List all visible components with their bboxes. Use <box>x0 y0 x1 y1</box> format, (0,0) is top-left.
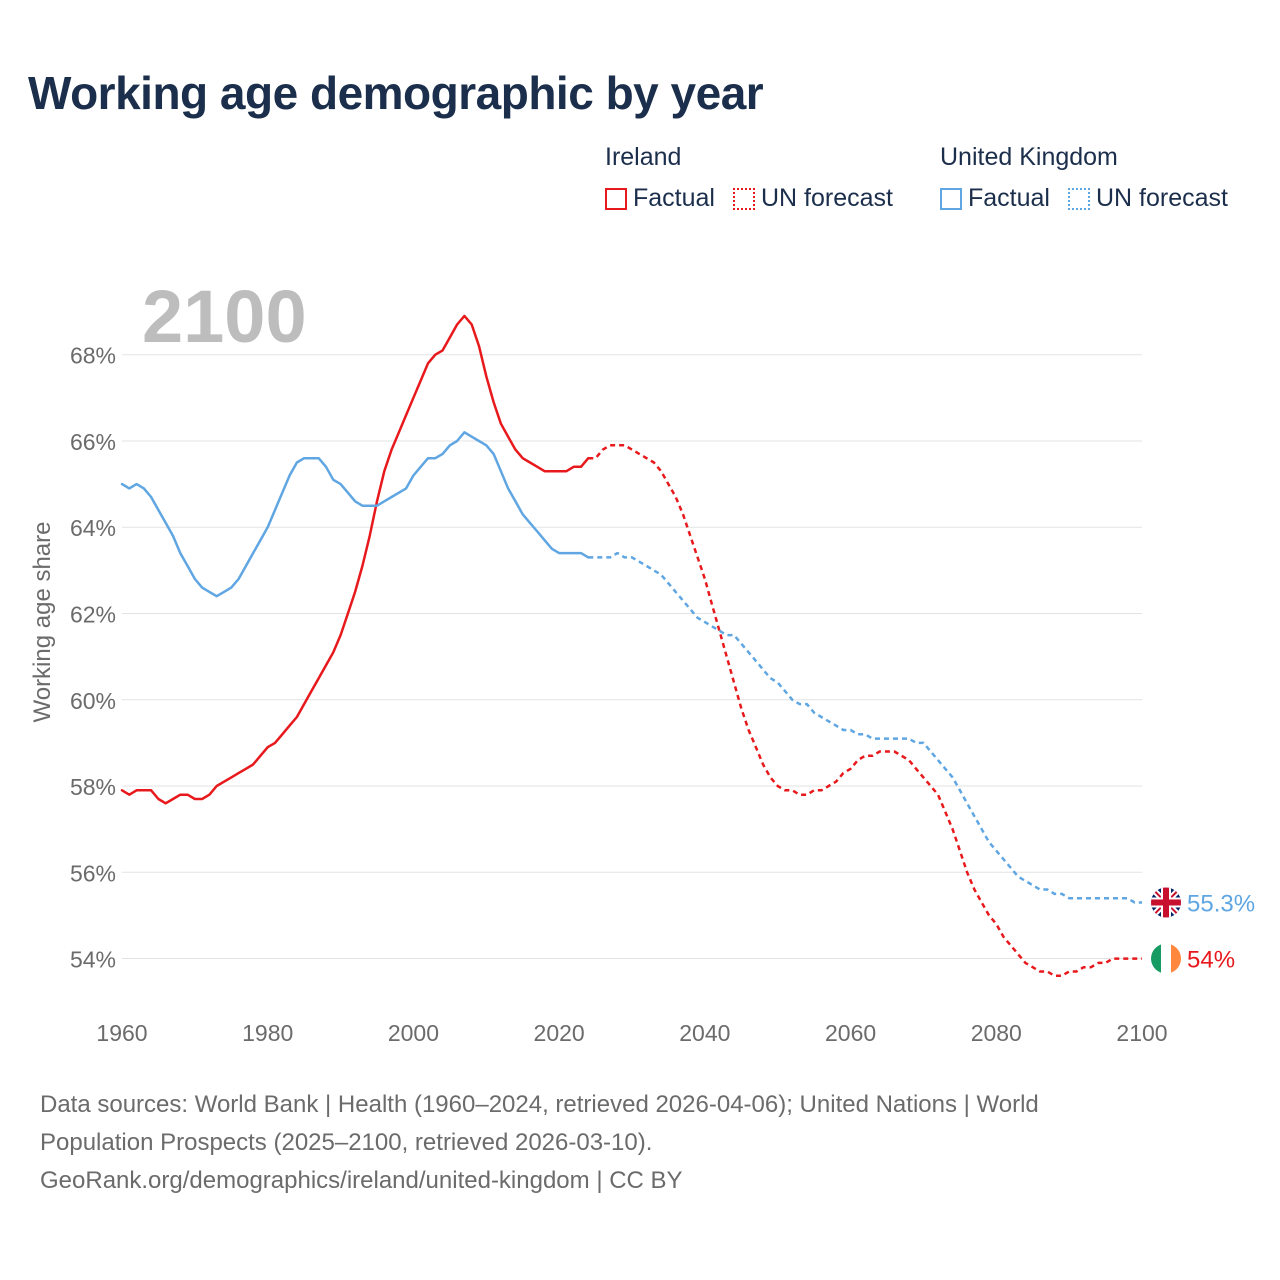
line-chart: 54% 56% 58% 60% 62% 64% 66% 68% 1960 1980 2000 2020… <box>29 275 1255 1046</box>
legend-group-united-kingdom: United Kingdom Factual UN forecast <box>940 143 1228 213</box>
footer-line: Population Prospects (2025–2100, retriev… <box>40 1129 653 1156</box>
legend-item-ireland-forecast[interactable]: UN forecast <box>732 184 893 213</box>
series-line-united-kingdom-forecast <box>588 551 1142 904</box>
end-value-label: 54% <box>1187 947 1235 974</box>
x-tick-label: 2040 <box>679 1020 730 1046</box>
y-tick-label: 58% <box>70 774 116 800</box>
legend-label: UN forecast <box>1095 184 1228 212</box>
legend-swatch-solid <box>605 187 627 210</box>
legend-item-ireland-factual[interactable]: Factual <box>605 184 715 213</box>
x-tick-label: 1960 <box>96 1020 147 1046</box>
year-watermark: 2100 <box>142 275 307 358</box>
x-tick-label: 2100 <box>1116 1020 1167 1046</box>
footer-line: GeoRank.org/demographics/ireland/united-… <box>40 1167 683 1194</box>
x-tick-label: 1980 <box>242 1020 293 1046</box>
series-line-united-kingdom-factual <box>120 431 590 598</box>
x-tick-label: 2020 <box>534 1020 585 1046</box>
end-value-label: 55.3% <box>1187 890 1255 917</box>
legend-group-ireland: Ireland Factual UN forecast <box>605 143 893 213</box>
footer-line: Data sources: World Bank | Health (1960–… <box>40 1091 1039 1118</box>
legend-label: UN forecast <box>760 184 893 212</box>
y-tick-label: 54% <box>70 947 116 973</box>
chart-title: Working age demographic by year <box>28 67 764 119</box>
x-tick-label: 2060 <box>825 1020 876 1046</box>
y-axis-label: Working age share <box>29 522 56 723</box>
y-tick-label: 66% <box>70 429 116 455</box>
ireland-flag-icon <box>1151 943 1181 974</box>
y-tick-label: 60% <box>70 688 116 714</box>
legend-label: Factual <box>968 184 1050 212</box>
united-kingdom-flag-icon <box>1151 887 1181 918</box>
legend-swatch-dotted <box>732 187 755 210</box>
legend-swatch-solid <box>940 187 962 210</box>
legend-item-uk-factual[interactable]: Factual <box>940 184 1050 213</box>
y-tick-label: 56% <box>70 860 116 886</box>
x-tick-label: 2000 <box>388 1020 439 1046</box>
legend-item-uk-forecast[interactable]: UN forecast <box>1067 184 1228 213</box>
y-tick-label: 64% <box>70 515 116 541</box>
x-tick-label: 2080 <box>971 1020 1022 1046</box>
series-line-ireland-factual <box>120 314 590 805</box>
legend-swatch-dotted <box>1067 187 1090 210</box>
legend-label: Factual <box>633 184 715 212</box>
footer-sources: Data sources: World Bank | Health (1960–… <box>40 1086 1240 1200</box>
y-tick-label: 68% <box>70 343 116 369</box>
legend-group-name: United Kingdom <box>940 143 1118 171</box>
legend-group-name: Ireland <box>605 143 682 171</box>
series-line-ireland-forecast <box>588 444 1142 978</box>
y-tick-label: 62% <box>70 601 116 627</box>
